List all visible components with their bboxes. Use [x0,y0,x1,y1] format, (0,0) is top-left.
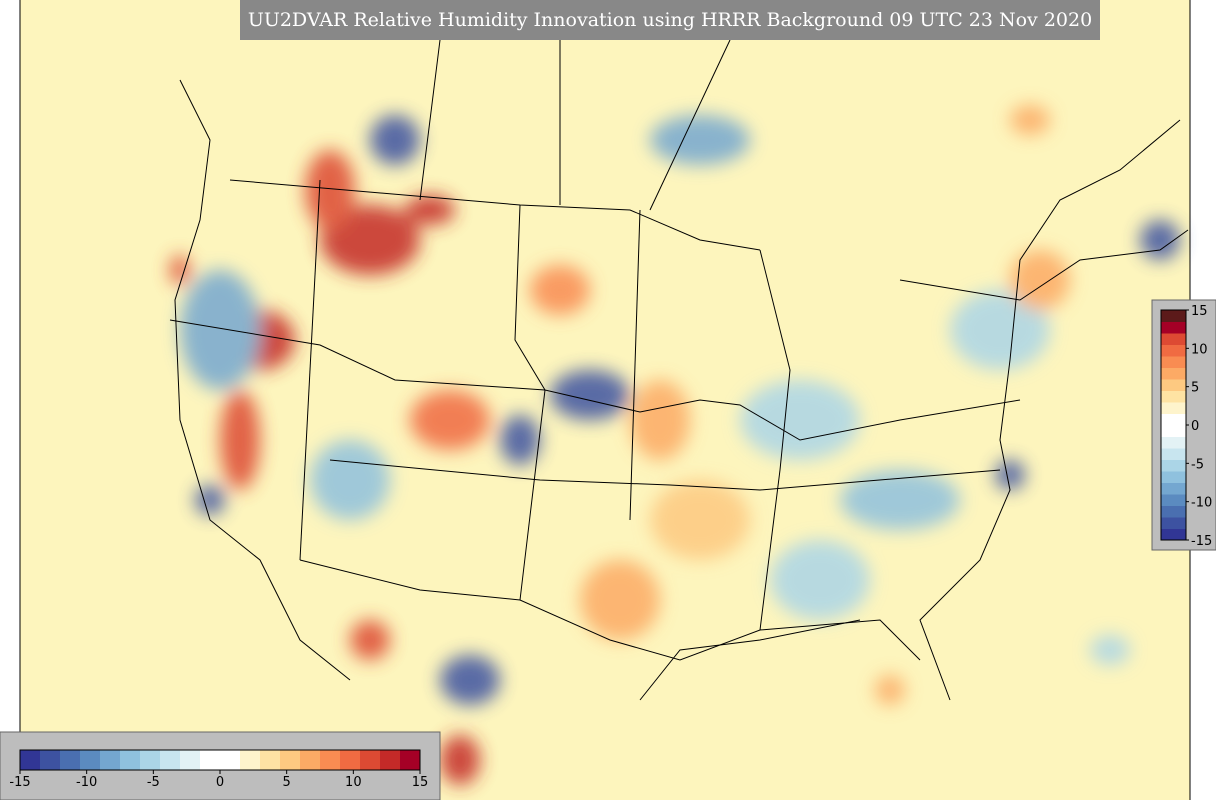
colorbar-tick-label: 0 [216,775,224,790]
boundaries [169,39,1189,701]
colorbar-tick-label: 5 [1191,381,1199,396]
colorbar-segment [1161,494,1186,506]
colorbar-segment [180,750,201,770]
colorbar-segment [240,750,261,770]
colorbar-tick-label: 0 [1191,419,1199,434]
colorbar-segment [1161,505,1186,518]
colorbar-segment [80,750,101,770]
colorbar-segment [160,750,181,770]
colorbar-segment [340,750,361,770]
colorbar-tick-label: -5 [1191,457,1204,472]
colorbar-segment [20,750,41,770]
colorbar-segment [1161,448,1186,460]
colorbar-segment [1161,356,1186,368]
colorbar-segment [1161,344,1186,357]
colorbar-segment [200,750,221,770]
innovation-field [170,105,1180,785]
title-box [240,0,1100,40]
colorbar-segment [100,750,121,770]
colorbar-tick-label: 10 [345,775,362,790]
colorbar-segment [260,750,281,770]
colorbar-tick-label: -15 [9,775,30,790]
colorbar-segment [1161,390,1186,403]
colorbar-segment [1161,436,1186,449]
colorbar-tick-label: 10 [1191,342,1208,357]
colorbar-segment [1161,471,1186,483]
colorbar-segment [400,750,421,770]
colorbar-segment [1161,413,1186,426]
colorbar-tick-label: -5 [147,775,160,790]
colorbar-tick-label: 5 [283,775,291,790]
colorbar-segment [60,750,81,770]
colorbar-segment [1161,528,1186,541]
colorbar-segment [300,750,321,770]
colorbar-segment [220,750,241,770]
colorbar-segment [1161,379,1186,391]
colorbar-segment [1161,402,1186,414]
colorbar-segment [1161,517,1186,529]
colorbar-segment [1161,310,1186,322]
colorbar-segment [1161,367,1186,380]
colorbar-segment [280,750,301,770]
colorbar-segment [320,750,341,770]
colorbar-tick-label: -15 [1191,534,1212,549]
colorbar-segment [1161,459,1186,472]
colorbar-tick-label: -10 [1191,496,1212,511]
colorbar-segment [120,750,141,770]
colorbar-segment [1161,333,1186,345]
colorbar-segment [360,750,381,770]
colorbar-segment [40,750,61,770]
colorbar-segment [1161,321,1186,334]
colorbar-segment [1161,482,1186,495]
colorbar-tick-label: -10 [76,775,97,790]
colorbar-segment [140,750,161,770]
colorbar-segment [1161,425,1186,437]
colorbar-segment [380,750,401,770]
map-title: UU2DVAR Relative Humidity Innovation usi… [248,9,1092,31]
colorbar-tick-label: 15 [1191,304,1208,319]
colorbar-tick-label: 15 [412,775,429,790]
